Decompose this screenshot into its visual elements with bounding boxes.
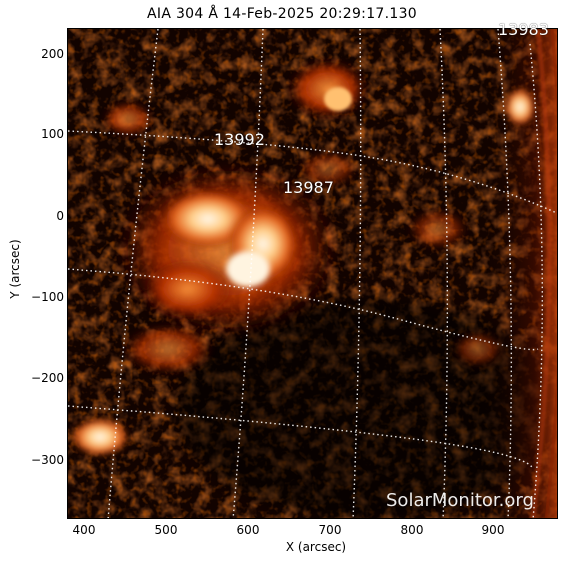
grid-longitude-line: [352, 29, 362, 518]
x-tick-500: 500: [154, 523, 178, 537]
bright-patch-upper-core: [324, 87, 352, 111]
region-label-13992: 13992: [214, 130, 265, 149]
solar-image-panel: [67, 28, 558, 519]
grid-longitude-line: [529, 43, 543, 518]
plage-right: [453, 331, 503, 367]
y-tick-minus100: −100: [31, 290, 64, 304]
grid-longitude-line: [107, 29, 159, 518]
y-axis-label: Y (arcsec): [8, 239, 22, 299]
x-axis-label: X (arcsec): [285, 540, 347, 554]
plage-center-right: [408, 209, 468, 249]
region-13983-emission: [504, 87, 536, 127]
region-label-13987: 13987: [283, 178, 334, 197]
y-tick-0: 0: [56, 209, 64, 223]
active-region-plage: [143, 259, 233, 319]
coordinate-grid: [68, 29, 557, 518]
solar-image: [68, 29, 557, 518]
region-label-13983: 13983: [498, 20, 549, 39]
plage-center: [298, 151, 358, 187]
bright-patch-upper: [288, 59, 368, 119]
solar-limb: [530, 29, 552, 518]
x-tick-600: 600: [236, 523, 260, 537]
grid-longitude-line: [232, 29, 264, 518]
x-tick-700: 700: [318, 523, 342, 537]
solar-limb-outer: [544, 29, 557, 518]
x-tick-900: 900: [481, 523, 505, 537]
active-region-peak: [226, 251, 270, 287]
grid-latitude-line: [68, 130, 557, 214]
grid-longitude-line: [439, 29, 449, 518]
grid-longitude-line: [497, 29, 513, 518]
y-tick-100: 100: [41, 127, 64, 141]
y-tick-200: 200: [41, 47, 64, 61]
x-tick-800: 800: [400, 523, 424, 537]
watermark: SolarMonitor.org: [386, 490, 534, 511]
y-tick-minus300: −300: [31, 453, 64, 467]
x-tick-400: 400: [72, 523, 96, 537]
bright-region-lower-left: [70, 417, 130, 457]
y-tick-minus200: −200: [31, 371, 64, 385]
image-title: AIA 304 Å 14-Feb-2025 20:29:17.130: [147, 6, 417, 22]
plage-lower: [123, 324, 213, 374]
plage-upper-left: [103, 101, 153, 137]
